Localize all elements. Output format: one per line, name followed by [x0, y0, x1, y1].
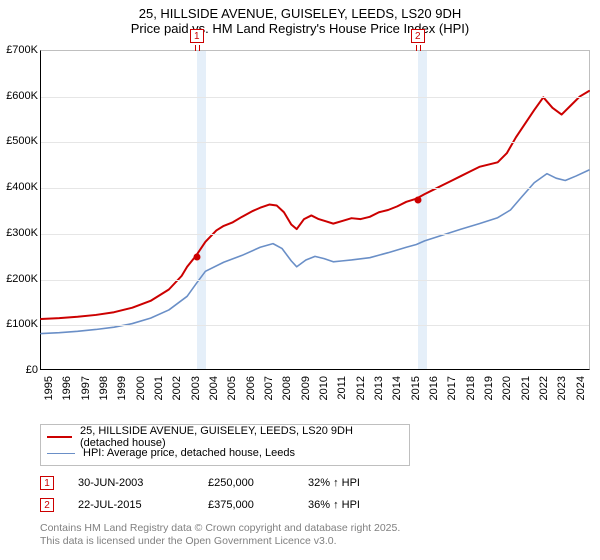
transaction-delta: 36% ↑ HPI: [308, 499, 360, 511]
transaction-delta: 32% ↑ HPI: [308, 477, 360, 489]
y-axis-label: £100K: [0, 318, 38, 330]
x-axis-label: 2015: [410, 376, 422, 406]
x-axis-label: 2021: [520, 376, 532, 406]
x-axis-label: 1999: [116, 376, 128, 406]
x-axis-label: 2020: [501, 376, 513, 406]
x-axis-label: 1997: [80, 376, 92, 406]
gridline: [41, 234, 589, 235]
legend-swatch: [47, 453, 75, 454]
legend-label: 25, HILLSIDE AVENUE, GUISELEY, LEEDS, LS…: [80, 425, 403, 449]
x-axis-label: 1995: [43, 376, 55, 406]
title-line-2: Price paid vs. HM Land Registry's House …: [0, 21, 600, 36]
legend-label: HPI: Average price, detached house, Leed…: [83, 447, 295, 459]
x-axis-label: 2012: [355, 376, 367, 406]
x-axis-label: 2019: [483, 376, 495, 406]
transaction-row: 1 30-JUN-2003 £250,000 32% ↑ HPI: [40, 472, 600, 494]
chart-data-point: [193, 253, 200, 260]
x-axis-label: 2024: [575, 376, 587, 406]
chart-data-point: [414, 196, 421, 203]
chart-marker: 2: [411, 29, 425, 43]
series-line-price_paid: [41, 91, 589, 319]
gridline: [41, 97, 589, 98]
x-axis-label: 2003: [190, 376, 202, 406]
x-axis-label: 2013: [373, 376, 385, 406]
attribution-line-1: Contains HM Land Registry data © Crown c…: [40, 522, 590, 535]
title-line-1: 25, HILLSIDE AVENUE, GUISELEY, LEEDS, LS…: [0, 6, 600, 21]
x-axis-label: 2009: [300, 376, 312, 406]
gridline: [41, 142, 589, 143]
x-axis-label: 2011: [336, 376, 348, 406]
attribution-line-2: This data is licensed under the Open Gov…: [40, 535, 590, 548]
x-axis-label: 1998: [98, 376, 110, 406]
gridline: [41, 280, 589, 281]
x-axis-label: 2023: [556, 376, 568, 406]
y-axis-label: £500K: [0, 135, 38, 147]
x-axis-label: 2005: [226, 376, 238, 406]
y-axis-label: £300K: [0, 227, 38, 239]
legend-item-price-paid: 25, HILLSIDE AVENUE, GUISELEY, LEEDS, LS…: [47, 429, 403, 445]
x-axis-label: 2014: [391, 376, 403, 406]
chart-area: 12 £0 £100K £200K £300K £400K £500K £600K £700K…: [0, 40, 600, 420]
x-axis-label: 2016: [428, 376, 440, 406]
transactions-table: 1 30-JUN-2003 £250,000 32% ↑ HPI 2 22-JU…: [40, 472, 600, 516]
x-axis-label: 2004: [208, 376, 220, 406]
transaction-price: £375,000: [208, 499, 308, 511]
gridline: [41, 188, 589, 189]
transaction-date: 22-JUL-2015: [78, 499, 208, 511]
y-axis-label: £400K: [0, 181, 38, 193]
y-axis-label: £700K: [0, 44, 38, 56]
x-axis-label: 2022: [538, 376, 550, 406]
x-axis-label: 2008: [281, 376, 293, 406]
x-axis-label: 2006: [245, 376, 257, 406]
transaction-marker-icon: 2: [40, 498, 54, 512]
legend: 25, HILLSIDE AVENUE, GUISELEY, LEEDS, LS…: [40, 424, 410, 466]
x-axis-label: 2010: [318, 376, 330, 406]
transaction-marker-icon: 1: [40, 476, 54, 490]
gridline: [41, 325, 589, 326]
legend-swatch: [47, 436, 72, 438]
y-axis-label: £600K: [0, 90, 38, 102]
x-axis-label: 2000: [135, 376, 147, 406]
attribution: Contains HM Land Registry data © Crown c…: [40, 522, 590, 548]
x-axis-label: 2018: [465, 376, 477, 406]
y-axis-label: £200K: [0, 273, 38, 285]
x-axis-label: 2017: [446, 376, 458, 406]
x-axis-label: 2002: [171, 376, 183, 406]
chart-lines: [41, 51, 589, 369]
chart-container: 25, HILLSIDE AVENUE, GUISELEY, LEEDS, LS…: [0, 0, 600, 548]
transaction-row: 2 22-JUL-2015 £375,000 36% ↑ HPI: [40, 494, 600, 516]
chart-title: 25, HILLSIDE AVENUE, GUISELEY, LEEDS, LS…: [0, 0, 600, 40]
x-axis-label: 1996: [61, 376, 73, 406]
x-axis-label: 2001: [153, 376, 165, 406]
transaction-date: 30-JUN-2003: [78, 477, 208, 489]
chart-marker: 1: [190, 29, 204, 43]
plot-region: 12: [40, 50, 590, 370]
y-axis-label: £0: [0, 364, 38, 376]
transaction-price: £250,000: [208, 477, 308, 489]
x-axis-label: 2007: [263, 376, 275, 406]
